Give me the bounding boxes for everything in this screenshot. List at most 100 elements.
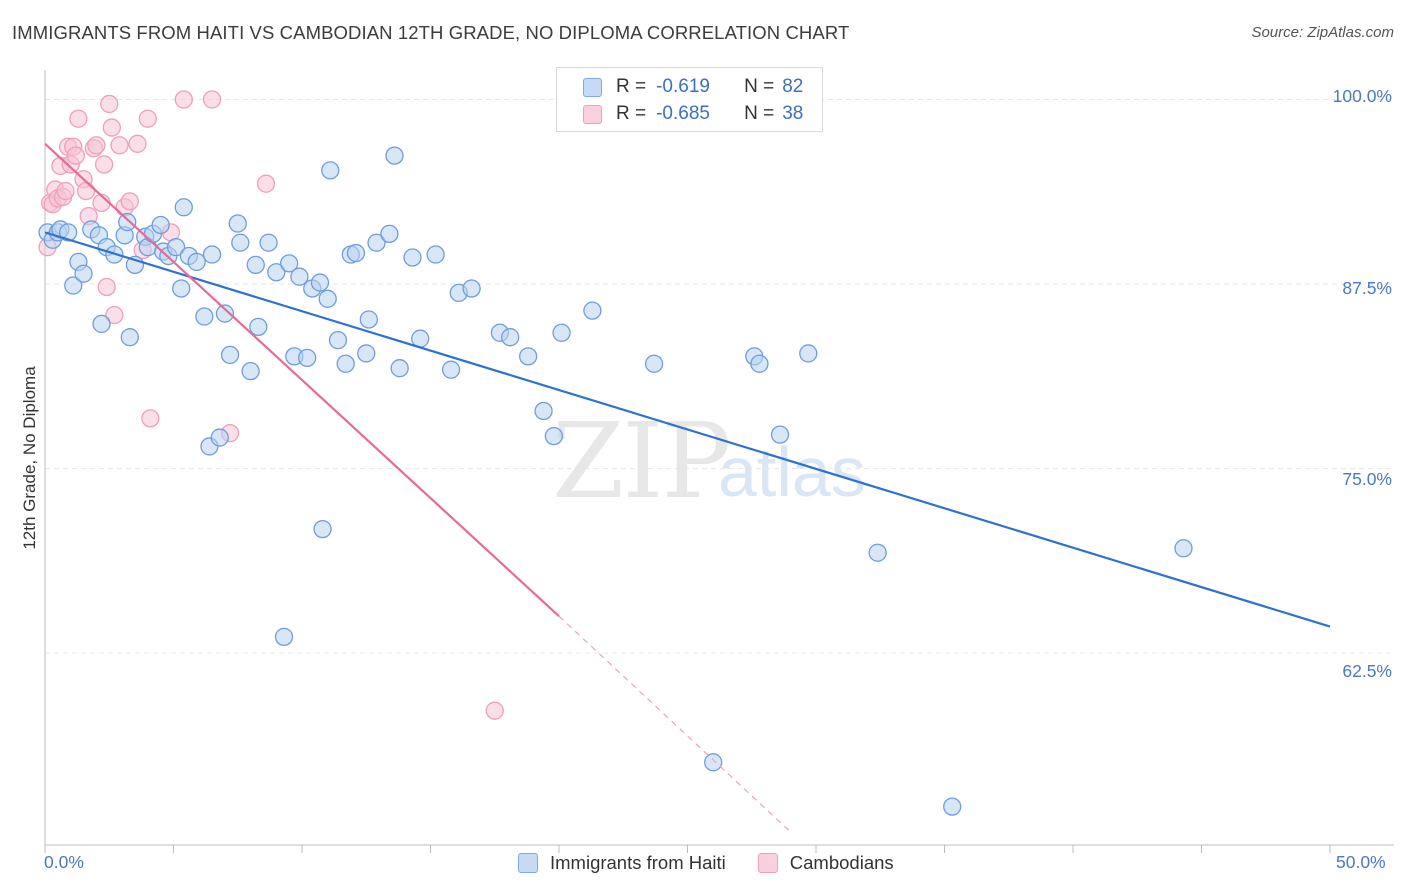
- haiti-point: [92, 314, 111, 334]
- cambodian-point: [174, 90, 193, 109]
- legend-n-label: N =: [744, 103, 775, 124]
- haiti-point: [359, 310, 378, 329]
- haiti-point: [750, 354, 769, 373]
- cambodians-points: [38, 90, 504, 720]
- axes: [44, 70, 1394, 853]
- haiti-point: [426, 245, 445, 264]
- haiti-point: [290, 267, 309, 286]
- haiti-point: [220, 345, 240, 365]
- cambodian-point: [102, 118, 121, 137]
- y-tick-label: 100.0%: [1332, 86, 1392, 106]
- cambodian-point: [97, 277, 116, 297]
- chart-title: IMMIGRANTS FROM HAITI VS CAMBODIAN 12TH …: [12, 22, 850, 43]
- haiti-point: [195, 307, 214, 326]
- haiti-point: [310, 273, 330, 292]
- haiti-point: [246, 255, 265, 275]
- haiti-point: [534, 401, 553, 421]
- haiti-point: [279, 254, 299, 273]
- haiti-swatch: [583, 77, 602, 97]
- y-tick-label: 75.0%: [1342, 469, 1392, 489]
- legend-r-value: -0.619: [656, 76, 710, 97]
- cambodian-trend-extension: [558, 615, 791, 833]
- cambodian-point: [76, 181, 96, 201]
- x-tick-label: 50.0%: [1336, 852, 1386, 872]
- haiti-point: [249, 317, 268, 337]
- haiti-point: [943, 797, 962, 816]
- cambodia-swatch: [757, 853, 778, 873]
- cambodian-point: [66, 146, 85, 165]
- haiti-point: [552, 323, 571, 342]
- haiti-point: [74, 264, 93, 283]
- cambodian-point: [105, 305, 124, 325]
- haiti-point: [274, 627, 294, 647]
- y-tick-label: 62.5%: [1342, 661, 1392, 681]
- haiti-swatch: [518, 853, 538, 873]
- cambodian-point: [56, 181, 75, 201]
- haiti-trend-line: [44, 231, 1331, 628]
- haiti-point: [583, 301, 602, 320]
- cambodian-point: [128, 134, 147, 153]
- haiti-point: [215, 304, 235, 323]
- haiti-point: [118, 212, 137, 232]
- cambodian-trend-line: [44, 142, 560, 618]
- cambodian-point: [485, 701, 504, 720]
- haiti-point: [519, 347, 538, 366]
- haiti-point: [202, 245, 222, 264]
- haiti-point: [770, 425, 790, 444]
- x-tick-label: 0.0%: [44, 852, 84, 872]
- haiti-point: [380, 224, 399, 244]
- haiti-point: [644, 354, 664, 373]
- haiti-point: [318, 289, 337, 308]
- haiti-point: [187, 252, 206, 272]
- haiti-point: [210, 428, 229, 447]
- haiti-point: [346, 243, 366, 263]
- trend-lines: [44, 142, 1331, 833]
- cambodian-point: [69, 109, 88, 128]
- cambodia-swatch: [583, 104, 602, 124]
- haiti-point: [120, 328, 139, 347]
- haiti-point: [367, 233, 386, 252]
- y-tick-label: 87.5%: [1342, 278, 1392, 298]
- haiti-point: [441, 360, 461, 379]
- haiti-points: [38, 146, 1193, 816]
- haiti-point: [321, 161, 340, 180]
- legend-item-cambodia: Cambodians: [757, 852, 894, 874]
- haiti-point: [868, 543, 887, 562]
- cambodian-point: [87, 136, 106, 155]
- source-label: Source: ZipAtlas.com: [1251, 24, 1394, 41]
- legend-r-label: R =: [616, 76, 647, 97]
- haiti-point: [390, 359, 409, 378]
- legend-n-value: 38: [782, 103, 804, 124]
- legend-row-haiti: R = -0.619 N = 82: [583, 76, 803, 98]
- haiti-point: [501, 328, 520, 347]
- stats-legend: R = -0.619 N = 82 R = -0.685 N = 38: [556, 67, 823, 132]
- cambodian-point: [94, 155, 114, 174]
- haiti-point: [231, 233, 250, 252]
- haiti-point: [357, 344, 376, 363]
- y-axis-label: 12th Grade, No Diploma: [20, 366, 39, 550]
- haiti-point: [259, 233, 278, 252]
- legend-n-label: N =: [744, 76, 775, 97]
- haiti-point: [704, 753, 723, 772]
- haiti-point: [241, 361, 260, 381]
- legend-label: Immigrants from Haiti: [550, 852, 726, 873]
- haiti-point: [336, 354, 355, 373]
- haiti-point: [328, 330, 348, 350]
- cambodian-point: [110, 136, 129, 155]
- series-legend: Immigrants from Haiti Cambodians: [518, 852, 926, 874]
- cambodian-point: [138, 109, 157, 128]
- legend-row-cambodia: R = -0.685 N = 38: [583, 103, 803, 125]
- haiti-point: [799, 344, 818, 363]
- cambodian-point: [100, 94, 119, 114]
- cambodian-point: [120, 192, 139, 211]
- haiti-point: [1174, 539, 1193, 558]
- legend-n-value: 82: [782, 76, 804, 97]
- haiti-point: [166, 237, 186, 257]
- haiti-point: [544, 426, 564, 446]
- legend-r-label: R =: [616, 103, 647, 124]
- haiti-point: [64, 276, 83, 295]
- haiti-point: [313, 519, 332, 539]
- cambodian-point: [202, 90, 222, 109]
- haiti-point: [174, 198, 193, 217]
